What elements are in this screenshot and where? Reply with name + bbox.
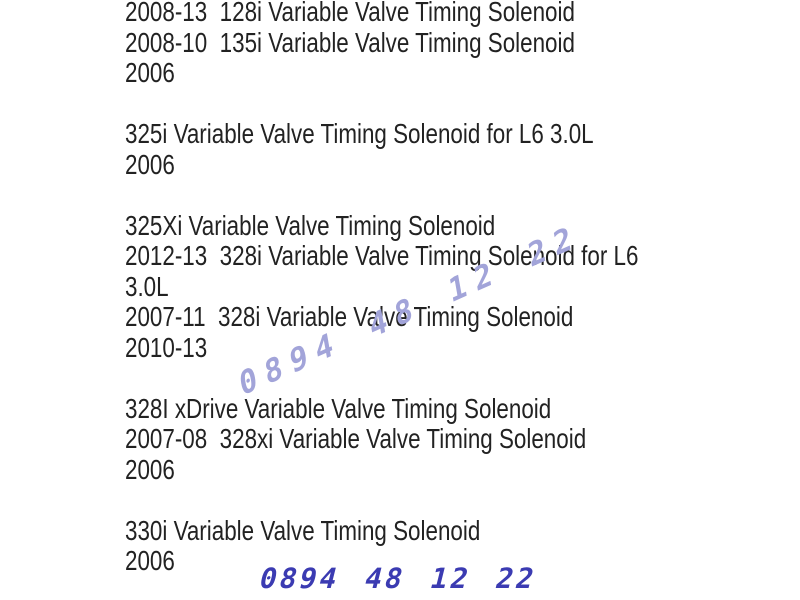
compatibility-list: 2008-13 128i Variable Valve Timing Solen… [125, 0, 800, 577]
compat-line [125, 485, 800, 516]
compat-line [125, 89, 800, 120]
compat-line: 325Xi Variable Valve Timing Solenoid [125, 209, 496, 241]
compat-line: 2006 [125, 148, 175, 180]
compat-line [125, 180, 800, 211]
compat-line: 2006 [125, 545, 175, 576]
compat-line: 2007-11 328i Variable Valve Timing Solen… [125, 301, 574, 332]
compat-line: 2010-13 [125, 331, 208, 363]
compat-line: 2006 [125, 453, 175, 485]
compat-line: 3.0L [125, 270, 169, 302]
compat-line: 2008-10 135i Variable Valve Timing Solen… [125, 26, 575, 58]
compat-line [125, 363, 800, 394]
compat-line: 330i Variable Valve Timing Solenoid [125, 514, 481, 546]
compat-line: 2006 [125, 57, 175, 88]
compat-line: 2012-13 328i Variable Valve Timing Solen… [125, 240, 639, 271]
compat-line: 2007-08 328xi Variable Valve Timing Sole… [125, 423, 587, 454]
compat-line: 328I xDrive Variable Valve Timing Soleno… [125, 392, 552, 424]
compat-line: 2008-13 128i Variable Valve Timing Solen… [125, 0, 575, 27]
compat-line: 325i Variable Valve Timing Solenoid for … [125, 118, 594, 149]
